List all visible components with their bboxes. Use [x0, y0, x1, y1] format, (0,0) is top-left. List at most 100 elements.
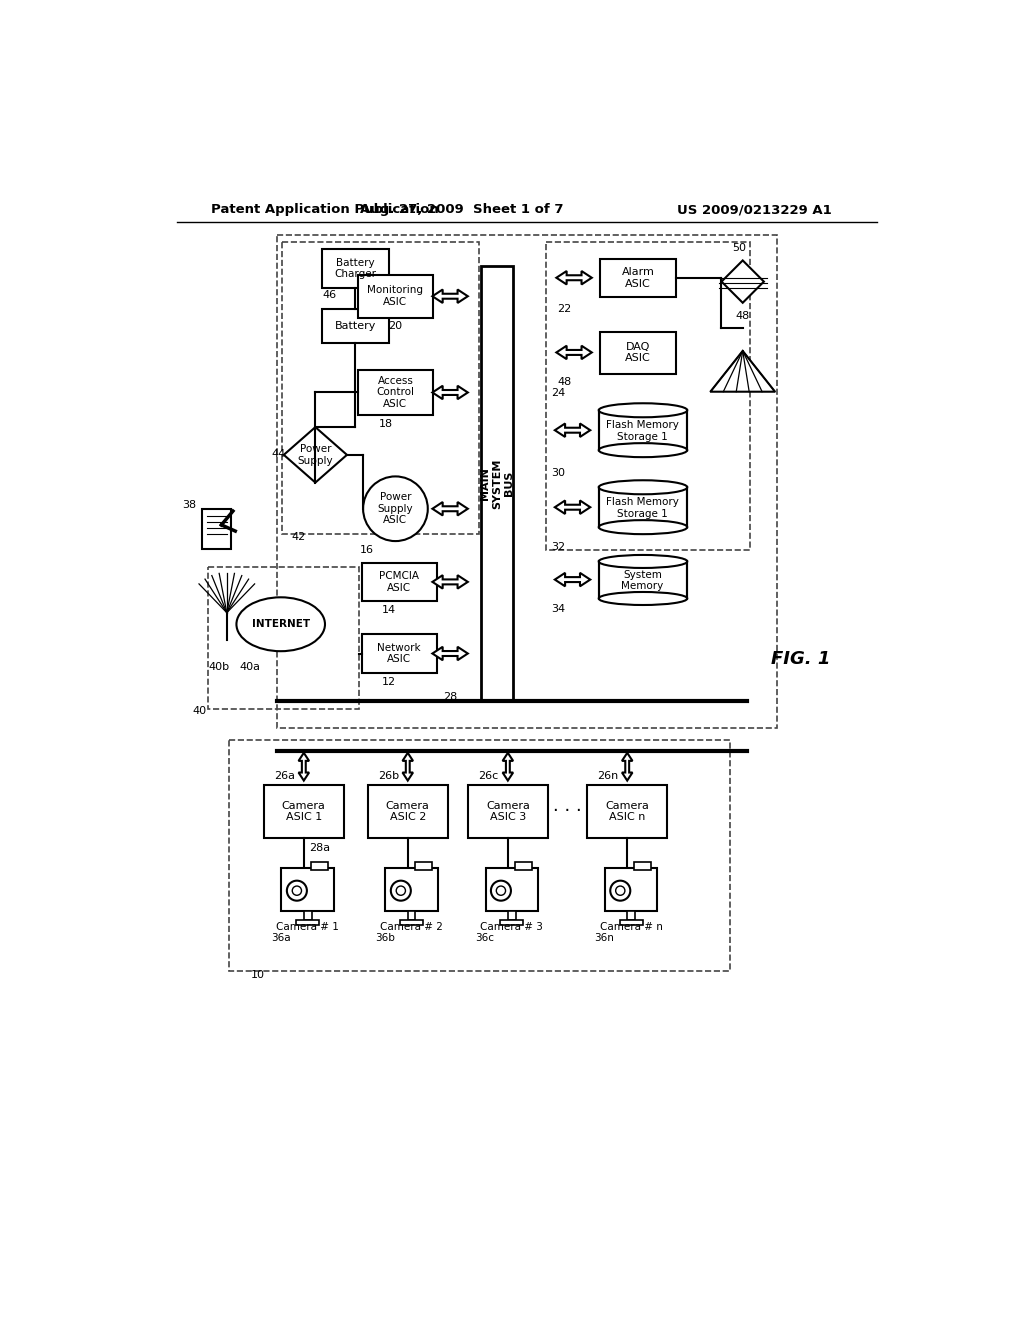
- Bar: [357, 370, 433, 414]
- Text: Battery
Charger: Battery Charger: [335, 257, 377, 280]
- Text: · · ·: · · ·: [553, 803, 582, 820]
- Bar: [408, 911, 416, 920]
- Ellipse shape: [599, 520, 687, 535]
- Polygon shape: [402, 752, 413, 780]
- Text: 42: 42: [291, 532, 305, 543]
- Bar: [310, 862, 328, 870]
- Text: Flash Memory
Storage 1: Flash Memory Storage 1: [606, 498, 679, 519]
- Text: PCMCIA
ASIC: PCMCIA ASIC: [379, 572, 419, 593]
- Bar: [547, 242, 751, 549]
- Bar: [600, 259, 676, 297]
- Circle shape: [490, 880, 511, 900]
- Bar: [296, 920, 319, 924]
- Polygon shape: [555, 500, 590, 513]
- Bar: [485, 869, 538, 911]
- Polygon shape: [432, 502, 468, 516]
- Text: 16: 16: [360, 545, 374, 554]
- Bar: [500, 920, 523, 924]
- Bar: [628, 911, 635, 920]
- Text: Alarm
ASIC: Alarm ASIC: [622, 267, 654, 289]
- Bar: [600, 331, 676, 374]
- Bar: [282, 869, 334, 911]
- Text: 28: 28: [443, 693, 458, 702]
- Circle shape: [615, 886, 625, 895]
- Text: MAIN
SYSTEM
BUS: MAIN SYSTEM BUS: [480, 458, 514, 510]
- Text: 36n: 36n: [594, 933, 614, 942]
- Text: Flash Memory
Storage 1: Flash Memory Storage 1: [606, 420, 679, 442]
- Text: 36b: 36b: [375, 933, 394, 942]
- Text: 20: 20: [388, 321, 402, 331]
- Bar: [202, 508, 231, 549]
- Text: 34: 34: [552, 603, 565, 614]
- Text: Camera
ASIC n: Camera ASIC n: [605, 800, 649, 822]
- Bar: [208, 566, 359, 709]
- Polygon shape: [299, 752, 309, 780]
- Bar: [357, 276, 433, 318]
- Bar: [400, 920, 423, 924]
- Circle shape: [391, 880, 411, 900]
- Circle shape: [364, 477, 428, 541]
- Ellipse shape: [599, 404, 687, 417]
- Text: 36c: 36c: [475, 933, 495, 942]
- Text: 26a: 26a: [274, 771, 295, 781]
- Circle shape: [396, 886, 406, 895]
- Ellipse shape: [599, 480, 687, 494]
- Bar: [276, 235, 777, 729]
- Polygon shape: [555, 424, 590, 437]
- Text: 22: 22: [557, 304, 571, 314]
- Bar: [620, 920, 643, 924]
- Bar: [599, 561, 687, 598]
- Text: Network
ASIC: Network ASIC: [378, 643, 421, 664]
- Bar: [322, 309, 389, 343]
- Text: 40b: 40b: [209, 661, 229, 672]
- Bar: [283, 242, 478, 535]
- Text: 46: 46: [323, 289, 336, 300]
- Polygon shape: [432, 289, 468, 304]
- Bar: [385, 869, 438, 911]
- Bar: [361, 635, 437, 673]
- Text: Camera
ASIC 1: Camera ASIC 1: [282, 800, 326, 822]
- Text: Patent Application Publication: Patent Application Publication: [211, 203, 439, 216]
- Text: Access
Control
ASIC: Access Control ASIC: [377, 376, 415, 409]
- Bar: [264, 785, 344, 838]
- Polygon shape: [503, 752, 513, 780]
- Bar: [368, 785, 447, 838]
- Polygon shape: [556, 271, 592, 285]
- Text: 40: 40: [193, 706, 207, 717]
- Text: 38: 38: [182, 500, 197, 510]
- Bar: [415, 862, 432, 870]
- Text: Camera
ASIC 2: Camera ASIC 2: [386, 800, 430, 822]
- Text: INTERNET: INTERNET: [252, 619, 310, 630]
- Bar: [634, 862, 651, 870]
- Polygon shape: [432, 576, 468, 589]
- Polygon shape: [555, 573, 590, 586]
- Text: 30: 30: [552, 467, 565, 478]
- Polygon shape: [432, 647, 468, 660]
- Polygon shape: [622, 752, 633, 780]
- Text: Monitoring
ASIC: Monitoring ASIC: [368, 285, 424, 308]
- Text: Camera
ASIC 3: Camera ASIC 3: [486, 800, 529, 822]
- Bar: [515, 862, 531, 870]
- Text: 14: 14: [382, 606, 395, 615]
- Text: 48: 48: [735, 312, 750, 321]
- Circle shape: [497, 886, 506, 895]
- Bar: [322, 249, 389, 288]
- Text: 50: 50: [732, 243, 745, 252]
- Text: Camera # 2: Camera # 2: [380, 921, 443, 932]
- Text: 24: 24: [552, 388, 566, 399]
- Text: Power
Supply: Power Supply: [298, 444, 333, 466]
- Bar: [508, 911, 515, 920]
- Text: US 2009/0213229 A1: US 2009/0213229 A1: [677, 203, 831, 216]
- Text: Aug. 27, 2009  Sheet 1 of 7: Aug. 27, 2009 Sheet 1 of 7: [359, 203, 563, 216]
- Text: 48: 48: [557, 376, 571, 387]
- Text: 40a: 40a: [240, 661, 260, 672]
- Text: DAQ
ASIC: DAQ ASIC: [625, 342, 651, 363]
- Polygon shape: [711, 351, 775, 392]
- Bar: [587, 785, 668, 838]
- Bar: [599, 487, 687, 527]
- Polygon shape: [722, 260, 764, 302]
- Bar: [468, 785, 548, 838]
- Text: 10: 10: [251, 970, 264, 979]
- Text: 26b: 26b: [378, 771, 399, 781]
- Ellipse shape: [599, 554, 687, 568]
